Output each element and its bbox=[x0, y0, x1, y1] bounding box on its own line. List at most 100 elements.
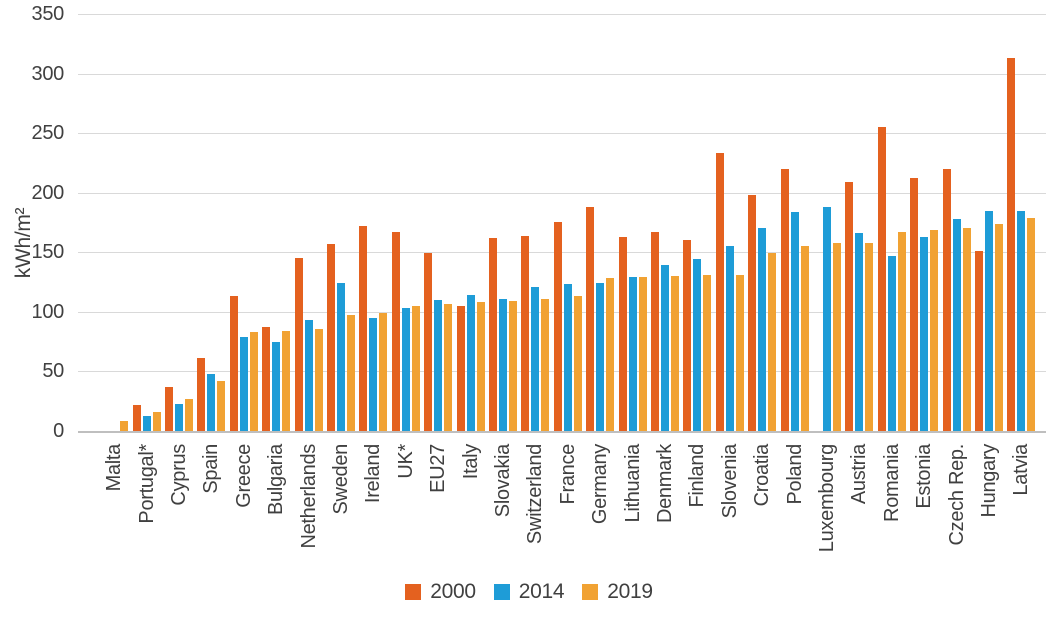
bar bbox=[877, 127, 886, 431]
bar bbox=[822, 207, 831, 431]
legend-item: 2019 bbox=[582, 581, 653, 602]
x-axis-label: Cyprus bbox=[168, 444, 190, 506]
x-axis-label: Bulgaria bbox=[265, 444, 288, 515]
bar bbox=[456, 306, 465, 431]
bar bbox=[488, 238, 497, 431]
bar bbox=[541, 299, 550, 431]
bar-group bbox=[130, 11, 162, 431]
bar-group bbox=[228, 11, 260, 431]
bar bbox=[930, 230, 939, 431]
bar bbox=[563, 284, 572, 431]
bar bbox=[184, 399, 193, 431]
bar bbox=[994, 224, 1003, 431]
bar-group bbox=[195, 11, 227, 431]
bar bbox=[780, 169, 789, 431]
bar bbox=[920, 237, 929, 431]
bar-group bbox=[843, 11, 875, 431]
bar bbox=[359, 226, 368, 431]
x-axis-label: Malta bbox=[103, 444, 126, 492]
legend: 2000 2014 2019 bbox=[0, 581, 1058, 602]
bar-group bbox=[649, 11, 681, 431]
bar-group bbox=[973, 11, 1005, 431]
y-tick-label: 300 bbox=[31, 62, 65, 85]
bar bbox=[596, 283, 605, 431]
y-tick-label: 100 bbox=[31, 300, 65, 323]
legend-label: 2000 bbox=[430, 580, 476, 603]
bar bbox=[272, 342, 281, 431]
bar-group bbox=[681, 11, 713, 431]
bar bbox=[887, 256, 896, 431]
bar-group bbox=[487, 11, 519, 431]
legend-label: 2019 bbox=[607, 580, 653, 603]
gridline bbox=[78, 371, 1046, 373]
bar bbox=[748, 195, 757, 431]
x-axis-label: Spain bbox=[200, 444, 223, 494]
bar bbox=[282, 331, 291, 431]
x-axis-label: Lithuania bbox=[621, 444, 644, 523]
legend-label: 2014 bbox=[518, 580, 565, 603]
bar bbox=[693, 259, 702, 431]
bar bbox=[725, 246, 734, 431]
bar bbox=[1017, 211, 1026, 431]
bar bbox=[424, 253, 433, 431]
bar-group bbox=[552, 11, 584, 431]
bar bbox=[314, 329, 323, 431]
bar bbox=[573, 296, 582, 431]
bar bbox=[294, 258, 303, 431]
x-axis-label: France bbox=[556, 444, 579, 505]
x-axis-label: UK* bbox=[394, 444, 417, 479]
bar-group bbox=[616, 11, 648, 431]
bar bbox=[304, 320, 313, 431]
x-axis-label: Switzerland bbox=[524, 444, 547, 545]
bar bbox=[434, 300, 443, 431]
x-axis-label: Hungary bbox=[978, 444, 1000, 518]
bar bbox=[120, 421, 129, 431]
bar-group bbox=[584, 11, 616, 431]
x-axis-label: Ireland bbox=[362, 444, 385, 504]
bar-group bbox=[163, 11, 195, 431]
gridline bbox=[78, 252, 1046, 254]
bar bbox=[508, 301, 517, 431]
x-axis-label: Estonia bbox=[913, 444, 936, 509]
bar bbox=[466, 295, 475, 431]
bar bbox=[758, 228, 767, 431]
bar bbox=[855, 233, 864, 431]
bar bbox=[586, 207, 595, 431]
bar-group bbox=[908, 11, 940, 431]
bar bbox=[174, 404, 183, 431]
x-axis-label: Slovenia bbox=[718, 444, 741, 519]
bar bbox=[650, 232, 659, 431]
legend-swatch-2000 bbox=[405, 583, 422, 600]
bar-group bbox=[454, 11, 486, 431]
bar-group bbox=[98, 11, 130, 431]
bar bbox=[379, 313, 388, 431]
bar bbox=[197, 358, 206, 431]
bar bbox=[942, 169, 951, 431]
bar bbox=[411, 306, 420, 431]
x-axis-label: Denmark bbox=[654, 444, 676, 524]
bar bbox=[369, 318, 378, 431]
bar-group bbox=[876, 11, 908, 431]
bar bbox=[865, 243, 874, 431]
bar bbox=[670, 276, 679, 431]
bar bbox=[952, 219, 961, 431]
bar bbox=[606, 278, 615, 431]
bar bbox=[1007, 58, 1016, 431]
bar-group bbox=[940, 11, 972, 431]
x-axis-label: EU27 bbox=[427, 444, 450, 493]
bar-group bbox=[519, 11, 551, 431]
y-tick-label: 200 bbox=[31, 181, 65, 204]
bar-group bbox=[811, 11, 843, 431]
bar bbox=[984, 211, 993, 431]
bar bbox=[336, 283, 345, 431]
bar-group bbox=[292, 11, 324, 431]
bar bbox=[132, 405, 141, 431]
bar bbox=[800, 246, 809, 431]
bar bbox=[845, 182, 854, 431]
bar bbox=[735, 275, 744, 431]
gridline bbox=[78, 133, 1046, 135]
legend-item: 2000 bbox=[405, 581, 476, 602]
bar bbox=[553, 222, 562, 431]
bar-group bbox=[325, 11, 357, 431]
